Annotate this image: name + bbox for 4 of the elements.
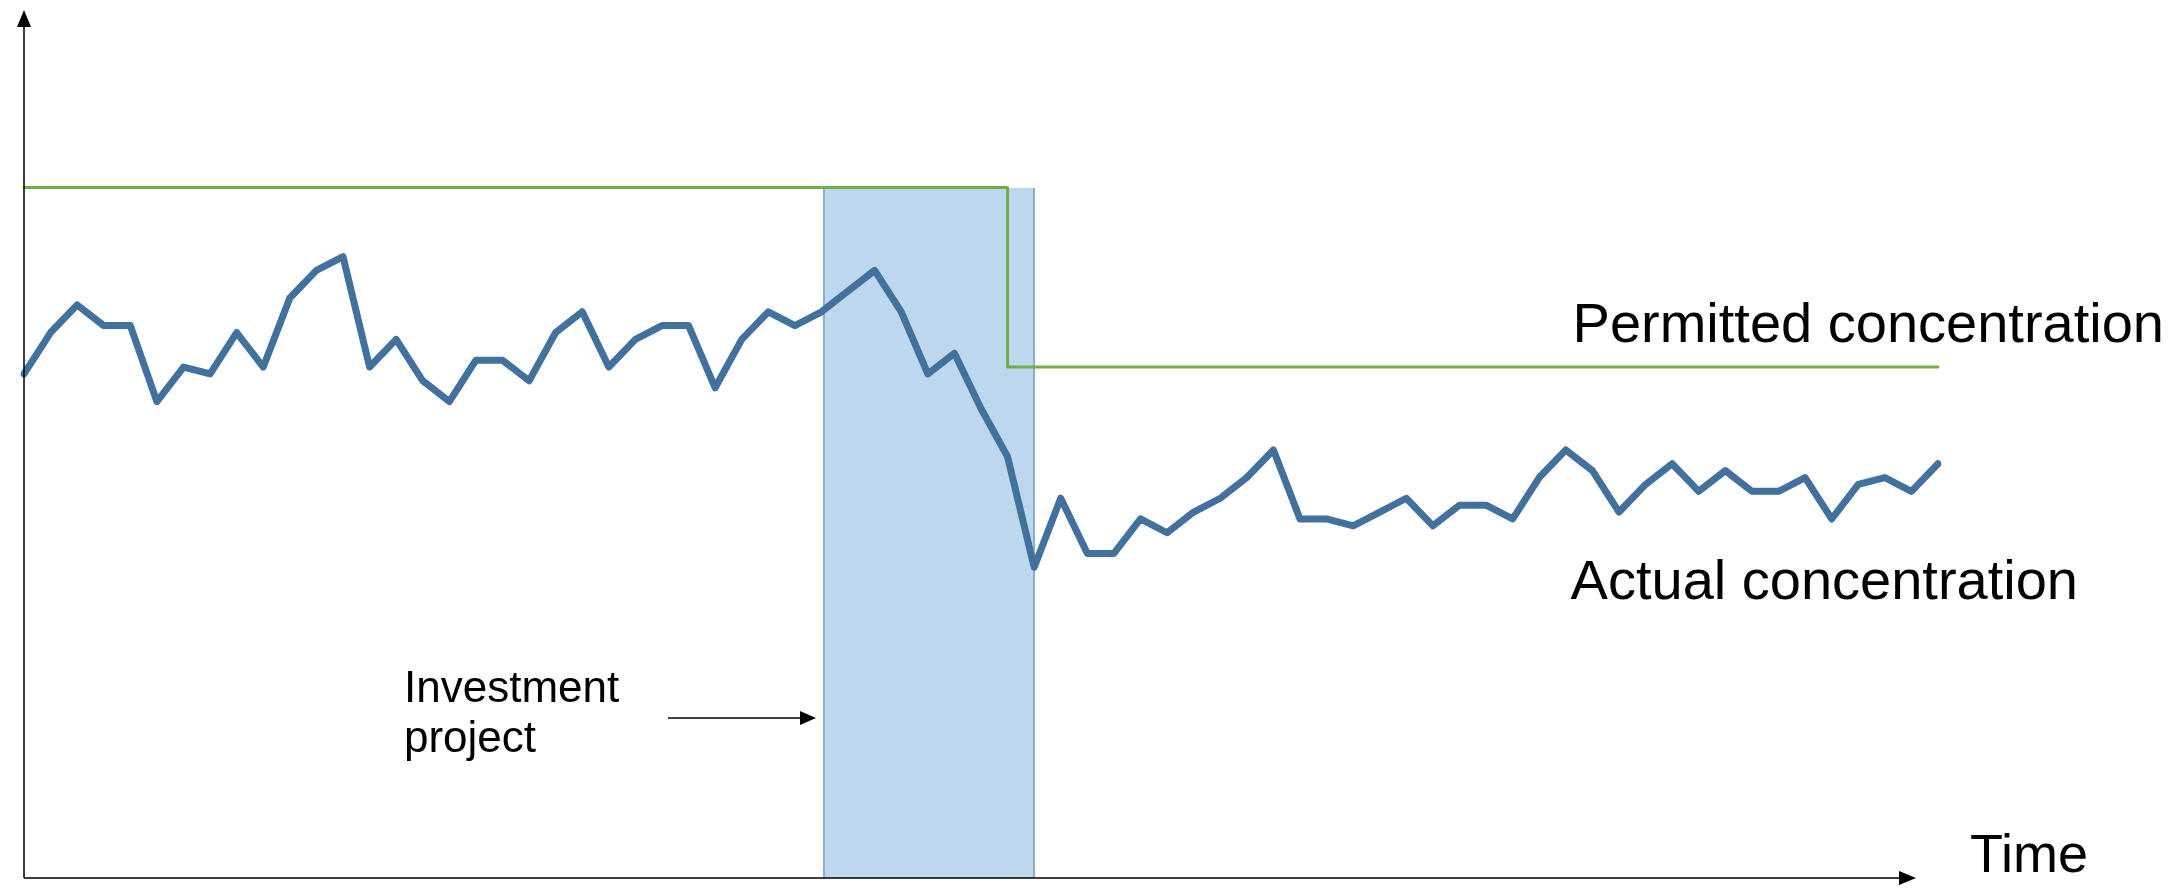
series-label: Actual concentration [1570, 547, 2078, 611]
annotation: Investment project [404, 662, 620, 761]
series-label: Permitted concentration [1572, 291, 2164, 355]
x-axis-title: Time [1970, 822, 2088, 883]
